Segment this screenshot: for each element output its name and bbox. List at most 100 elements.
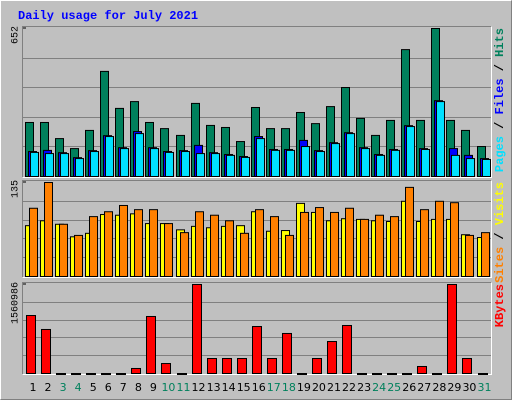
x-tick-label: 16 xyxy=(252,381,266,394)
x-tick-label: 4 xyxy=(75,381,82,394)
bar xyxy=(196,153,205,178)
x-tick-label: 11 xyxy=(177,381,191,394)
x-tick-label: 3 xyxy=(60,381,67,394)
bar xyxy=(44,182,53,277)
chart-title: Daily usage for July 2021 xyxy=(18,9,198,23)
x-tick-label: 8 xyxy=(135,381,142,394)
bar xyxy=(451,154,460,178)
bar xyxy=(330,211,339,277)
bar xyxy=(26,315,36,375)
bar xyxy=(150,148,159,178)
bar xyxy=(241,156,250,177)
x-tick-label: 31 xyxy=(478,381,492,394)
bar xyxy=(390,216,399,277)
bar xyxy=(301,146,310,177)
legend-entry: Sites xyxy=(493,247,507,283)
bar xyxy=(71,373,81,375)
x-tick-label: 26 xyxy=(402,381,416,394)
bar xyxy=(421,148,430,178)
legend: KBytes xyxy=(493,284,507,327)
bar xyxy=(405,186,414,277)
x-tick-label: 10 xyxy=(161,381,175,394)
bar xyxy=(481,232,490,277)
bar xyxy=(149,209,158,277)
bar xyxy=(282,332,292,375)
y-tick-label: 652 xyxy=(11,26,22,44)
bar xyxy=(180,232,189,277)
bar xyxy=(345,207,354,278)
bar xyxy=(357,373,367,375)
bar xyxy=(90,151,99,177)
bar xyxy=(402,373,412,375)
x-tick-label: 2 xyxy=(45,381,52,394)
bar xyxy=(342,324,352,374)
bar xyxy=(30,151,39,177)
bar xyxy=(391,149,400,177)
bar xyxy=(271,149,280,177)
bar xyxy=(59,223,68,277)
panel-shadow xyxy=(22,26,492,178)
bar xyxy=(165,151,174,177)
x-tick-label: 5 xyxy=(90,381,97,394)
bar xyxy=(372,373,382,375)
bar xyxy=(267,358,277,375)
legend-entry: Hits xyxy=(493,28,507,57)
bar xyxy=(316,151,325,177)
x-tick-label: 19 xyxy=(297,381,311,394)
bar xyxy=(315,207,324,277)
legend-entry: KBytes xyxy=(493,284,507,327)
bar xyxy=(376,154,385,178)
x-tick-label: 20 xyxy=(312,381,326,394)
x-tick-label: 15 xyxy=(237,381,251,394)
x-tick-label: 22 xyxy=(342,381,356,394)
x-tick-label: 1 xyxy=(30,381,37,394)
bar xyxy=(252,326,262,374)
bar xyxy=(331,143,340,178)
bar xyxy=(361,148,370,178)
bar xyxy=(466,158,475,178)
bar xyxy=(74,234,83,277)
bar xyxy=(256,138,265,177)
bar xyxy=(285,234,294,277)
bar xyxy=(119,204,128,278)
bar xyxy=(226,154,235,178)
legend: Sites / Visits xyxy=(493,182,507,283)
bar xyxy=(134,209,143,277)
bar xyxy=(29,207,38,278)
bar xyxy=(300,211,309,277)
bar xyxy=(286,149,295,177)
x-tick-label: 13 xyxy=(207,381,221,394)
x-tick-label: 7 xyxy=(120,381,127,394)
panel-shadow xyxy=(22,180,492,278)
bar xyxy=(375,214,384,277)
bar xyxy=(312,358,322,375)
bar xyxy=(222,358,232,375)
x-tick-label: 12 xyxy=(192,381,206,394)
bar xyxy=(161,363,171,375)
y-tick-label: 1560986 xyxy=(11,282,22,324)
bar xyxy=(60,153,69,178)
bar xyxy=(86,373,96,375)
bar xyxy=(297,373,307,375)
bar xyxy=(192,284,202,374)
bar xyxy=(195,211,204,277)
legend: Pages / Files / Hits xyxy=(493,28,507,172)
legend-entry: Files xyxy=(493,78,507,114)
panel-shadow xyxy=(22,282,492,375)
bar xyxy=(417,365,427,374)
x-tick-label: 17 xyxy=(267,381,281,394)
bar xyxy=(420,209,429,277)
bar xyxy=(41,328,51,374)
x-tick-label: 23 xyxy=(357,381,371,394)
x-tick-label: 27 xyxy=(417,381,431,394)
x-tick-label: 29 xyxy=(447,381,461,394)
bar xyxy=(237,358,247,375)
bar xyxy=(164,223,173,277)
legend-entry: Visits xyxy=(493,182,507,225)
x-tick-label: 28 xyxy=(432,381,446,394)
bar xyxy=(207,358,217,375)
bar xyxy=(360,218,369,277)
x-tick-label: 25 xyxy=(387,381,401,394)
bar xyxy=(255,209,264,277)
x-tick-label: 21 xyxy=(327,381,341,394)
